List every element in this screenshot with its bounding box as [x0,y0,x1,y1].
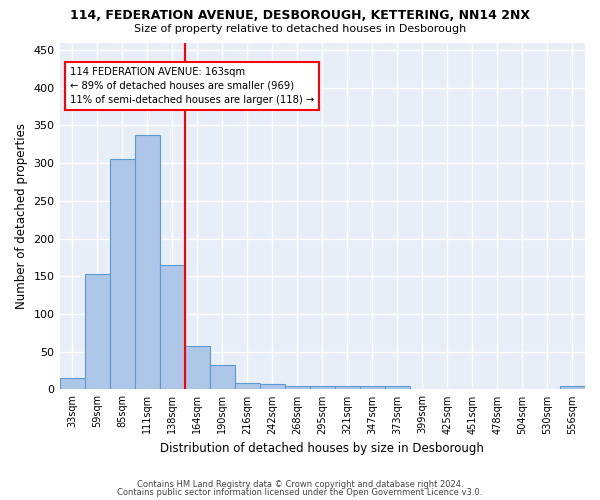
Bar [59,378,85,390]
Bar [560,386,585,390]
Bar [360,386,385,390]
Text: Contains HM Land Registry data © Crown copyright and database right 2024.: Contains HM Land Registry data © Crown c… [137,480,463,489]
Bar [260,384,285,390]
Bar [235,382,260,390]
Bar [335,386,360,390]
Y-axis label: Number of detached properties: Number of detached properties [15,123,28,309]
Text: Size of property relative to detached houses in Desborough: Size of property relative to detached ho… [134,24,466,34]
Bar [285,386,310,390]
Text: Contains public sector information licensed under the Open Government Licence v3: Contains public sector information licen… [118,488,482,497]
Text: 114 FEDERATION AVENUE: 163sqm
← 89% of detached houses are smaller (969)
11% of : 114 FEDERATION AVENUE: 163sqm ← 89% of d… [70,67,314,105]
Bar [110,160,134,390]
Bar [160,265,185,390]
Bar [209,364,235,390]
Bar [85,274,110,390]
Bar [134,134,160,390]
X-axis label: Distribution of detached houses by size in Desborough: Distribution of detached houses by size … [160,442,484,455]
Bar [185,346,209,390]
Bar [410,388,435,390]
Bar [310,386,335,390]
Text: 114, FEDERATION AVENUE, DESBOROUGH, KETTERING, NN14 2NX: 114, FEDERATION AVENUE, DESBOROUGH, KETT… [70,9,530,22]
Bar [385,386,410,390]
